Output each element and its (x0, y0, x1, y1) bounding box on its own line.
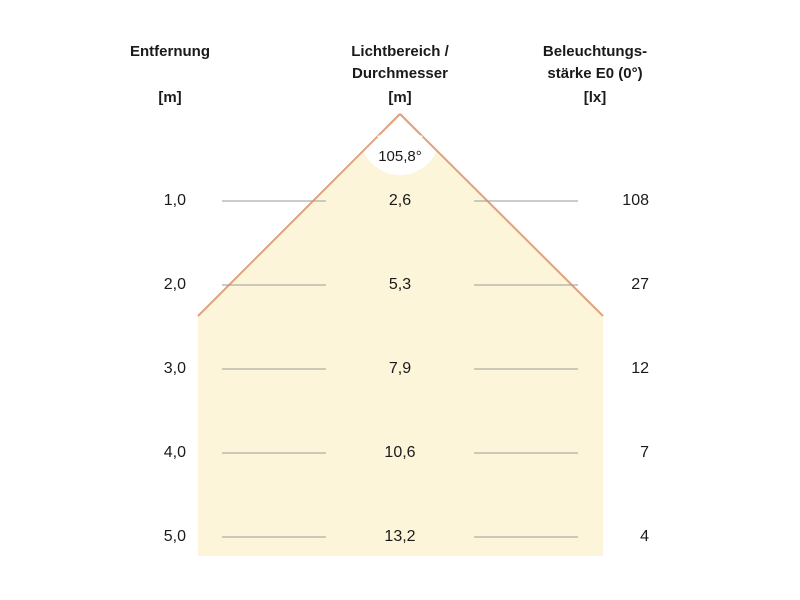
cone-apex-left (378, 113, 401, 136)
angle-cutout (377, 114, 423, 137)
diameter-value: 2,6 (388, 192, 412, 209)
distance-value: 3,0 (163, 360, 186, 377)
diameter-value: 13,2 (384, 528, 416, 545)
diameter-value: 5,3 (388, 276, 412, 293)
header-illuminance-label-line1: Beleuchtungs- (542, 43, 648, 60)
cone-edge-left (197, 113, 401, 317)
header-distance-label: Entfernung (130, 43, 210, 60)
header-diameter: Lichtbereich / Durchmesser [m] (320, 41, 480, 106)
illuminance-value: 7 (640, 444, 649, 461)
diameter-value: 10,6 (384, 444, 416, 461)
light-cone-fill (198, 114, 603, 556)
distance-value: 2,0 (163, 276, 186, 293)
header-diameter-label-line2: Durchmesser (352, 65, 448, 82)
illuminance-value: 4 (640, 528, 649, 545)
header-diameter-label-line1: Lichtbereich / (351, 43, 449, 60)
illuminance-value: 27 (631, 276, 649, 293)
header-illuminance: Beleuchtungs- stärke E0 (0°) [lx] (520, 41, 670, 106)
cone-edge-right (399, 113, 604, 317)
distance-value: 4,0 (163, 444, 186, 461)
distance-value: 5,0 (163, 528, 186, 545)
header-distance: Entfernung [m] (110, 41, 230, 106)
header-illuminance-label-line2: stärke E0 (0°) (547, 65, 643, 82)
distance-value: 1,0 (163, 192, 186, 209)
illuminance-value: 108 (622, 192, 649, 209)
guide-lines (222, 200, 578, 538)
diameter-value: 7,9 (388, 360, 412, 377)
cone-apex-right (399, 113, 422, 136)
header-diameter-unit: [m] (388, 89, 412, 106)
illuminance-value: 12 (631, 360, 649, 377)
beam-angle-label: 105,8° (378, 148, 422, 165)
header-illuminance-unit: [lx] (583, 89, 607, 106)
header-distance-unit: [m] (158, 89, 182, 106)
